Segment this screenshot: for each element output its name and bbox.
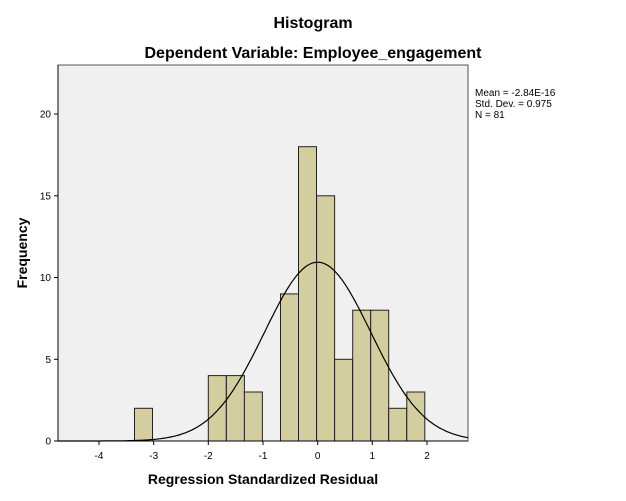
histogram-bar-0: [134, 407, 153, 442]
y-tick-label: 10: [40, 273, 52, 284]
histogram-bar-3: [243, 391, 263, 442]
y-tick-label: 20: [40, 110, 52, 121]
y-tick-label: 15: [40, 191, 52, 202]
y-axis-ticks: 0 5 10 15 20: [40, 110, 58, 448]
stats-mean: Mean = -2.84E-16: [475, 88, 556, 99]
x-tick-label: 1: [370, 451, 376, 462]
stats-std-dev: Std. Dev. = 0.975: [475, 99, 552, 110]
histogram-bar-10: [388, 407, 408, 442]
histogram-bar-1: [207, 375, 227, 442]
y-tick-label: 5: [45, 355, 51, 366]
x-tick-label: -4: [95, 451, 104, 462]
histogram-bar-6: [316, 195, 336, 442]
x-tick-label: 2: [424, 451, 430, 462]
histogram-bar-7: [334, 358, 354, 442]
histogram-bar-9: [370, 309, 390, 442]
histogram-bar-11: [406, 391, 426, 442]
y-axis-label: Frequency: [14, 217, 30, 288]
x-tick-label: -1: [259, 451, 268, 462]
histogram-bar-8: [352, 309, 372, 442]
x-axis-label: Regression Standardized Residual: [148, 471, 378, 487]
histogram-bar-2: [225, 375, 245, 442]
y-tick-label: 0: [45, 437, 51, 448]
histogram-bars: [134, 146, 426, 442]
chart-title: Histogram: [273, 15, 352, 32]
x-axis-ticks: -4 -3 -2 -1 0 1 2: [95, 441, 430, 462]
x-tick-label: -3: [149, 451, 158, 462]
histogram-bar-5: [298, 146, 317, 442]
x-tick-label: 0: [315, 451, 321, 462]
chart-subtitle: Dependent Variable: Employee_engagement: [145, 45, 483, 62]
histogram-bar-4: [280, 293, 299, 442]
x-tick-label: -2: [204, 451, 213, 462]
plot-area: [57, 64, 469, 442]
stats-n: N = 81: [475, 110, 505, 121]
